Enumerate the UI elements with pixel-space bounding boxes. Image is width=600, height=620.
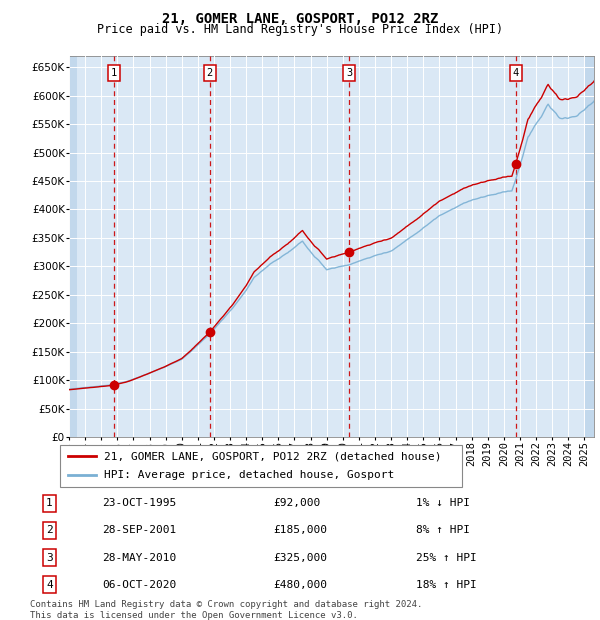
Text: 1: 1	[111, 68, 118, 78]
Text: £480,000: £480,000	[273, 580, 327, 590]
Text: £92,000: £92,000	[273, 498, 320, 508]
Bar	[584, 56, 594, 437]
Text: 28-MAY-2010: 28-MAY-2010	[102, 552, 176, 562]
Text: Contains HM Land Registry data © Crown copyright and database right 2024.
This d: Contains HM Land Registry data © Crown c…	[30, 600, 422, 619]
Text: 1: 1	[46, 498, 53, 508]
Text: 3: 3	[46, 552, 53, 562]
Text: 06-OCT-2020: 06-OCT-2020	[102, 580, 176, 590]
Text: 25% ↑ HPI: 25% ↑ HPI	[416, 552, 477, 562]
Text: 2: 2	[46, 526, 53, 536]
Text: 21, GOMER LANE, GOSPORT, PO12 2RZ: 21, GOMER LANE, GOSPORT, PO12 2RZ	[162, 12, 438, 27]
Text: 1% ↓ HPI: 1% ↓ HPI	[416, 498, 470, 508]
Text: £185,000: £185,000	[273, 526, 327, 536]
Text: 4: 4	[46, 580, 53, 590]
Text: 28-SEP-2001: 28-SEP-2001	[102, 526, 176, 536]
Text: 8% ↑ HPI: 8% ↑ HPI	[416, 526, 470, 536]
FancyBboxPatch shape	[60, 445, 462, 487]
Text: Price paid vs. HM Land Registry's House Price Index (HPI): Price paid vs. HM Land Registry's House …	[97, 23, 503, 36]
Text: 2: 2	[206, 68, 213, 78]
Text: 3: 3	[346, 68, 353, 78]
Bar	[69, 56, 77, 437]
Text: HPI: Average price, detached house, Gosport: HPI: Average price, detached house, Gosp…	[104, 470, 394, 480]
Text: 23-OCT-1995: 23-OCT-1995	[102, 498, 176, 508]
Text: 4: 4	[513, 68, 519, 78]
Text: £325,000: £325,000	[273, 552, 327, 562]
Text: 18% ↑ HPI: 18% ↑ HPI	[416, 580, 477, 590]
Text: 21, GOMER LANE, GOSPORT, PO12 2RZ (detached house): 21, GOMER LANE, GOSPORT, PO12 2RZ (detac…	[104, 451, 442, 461]
